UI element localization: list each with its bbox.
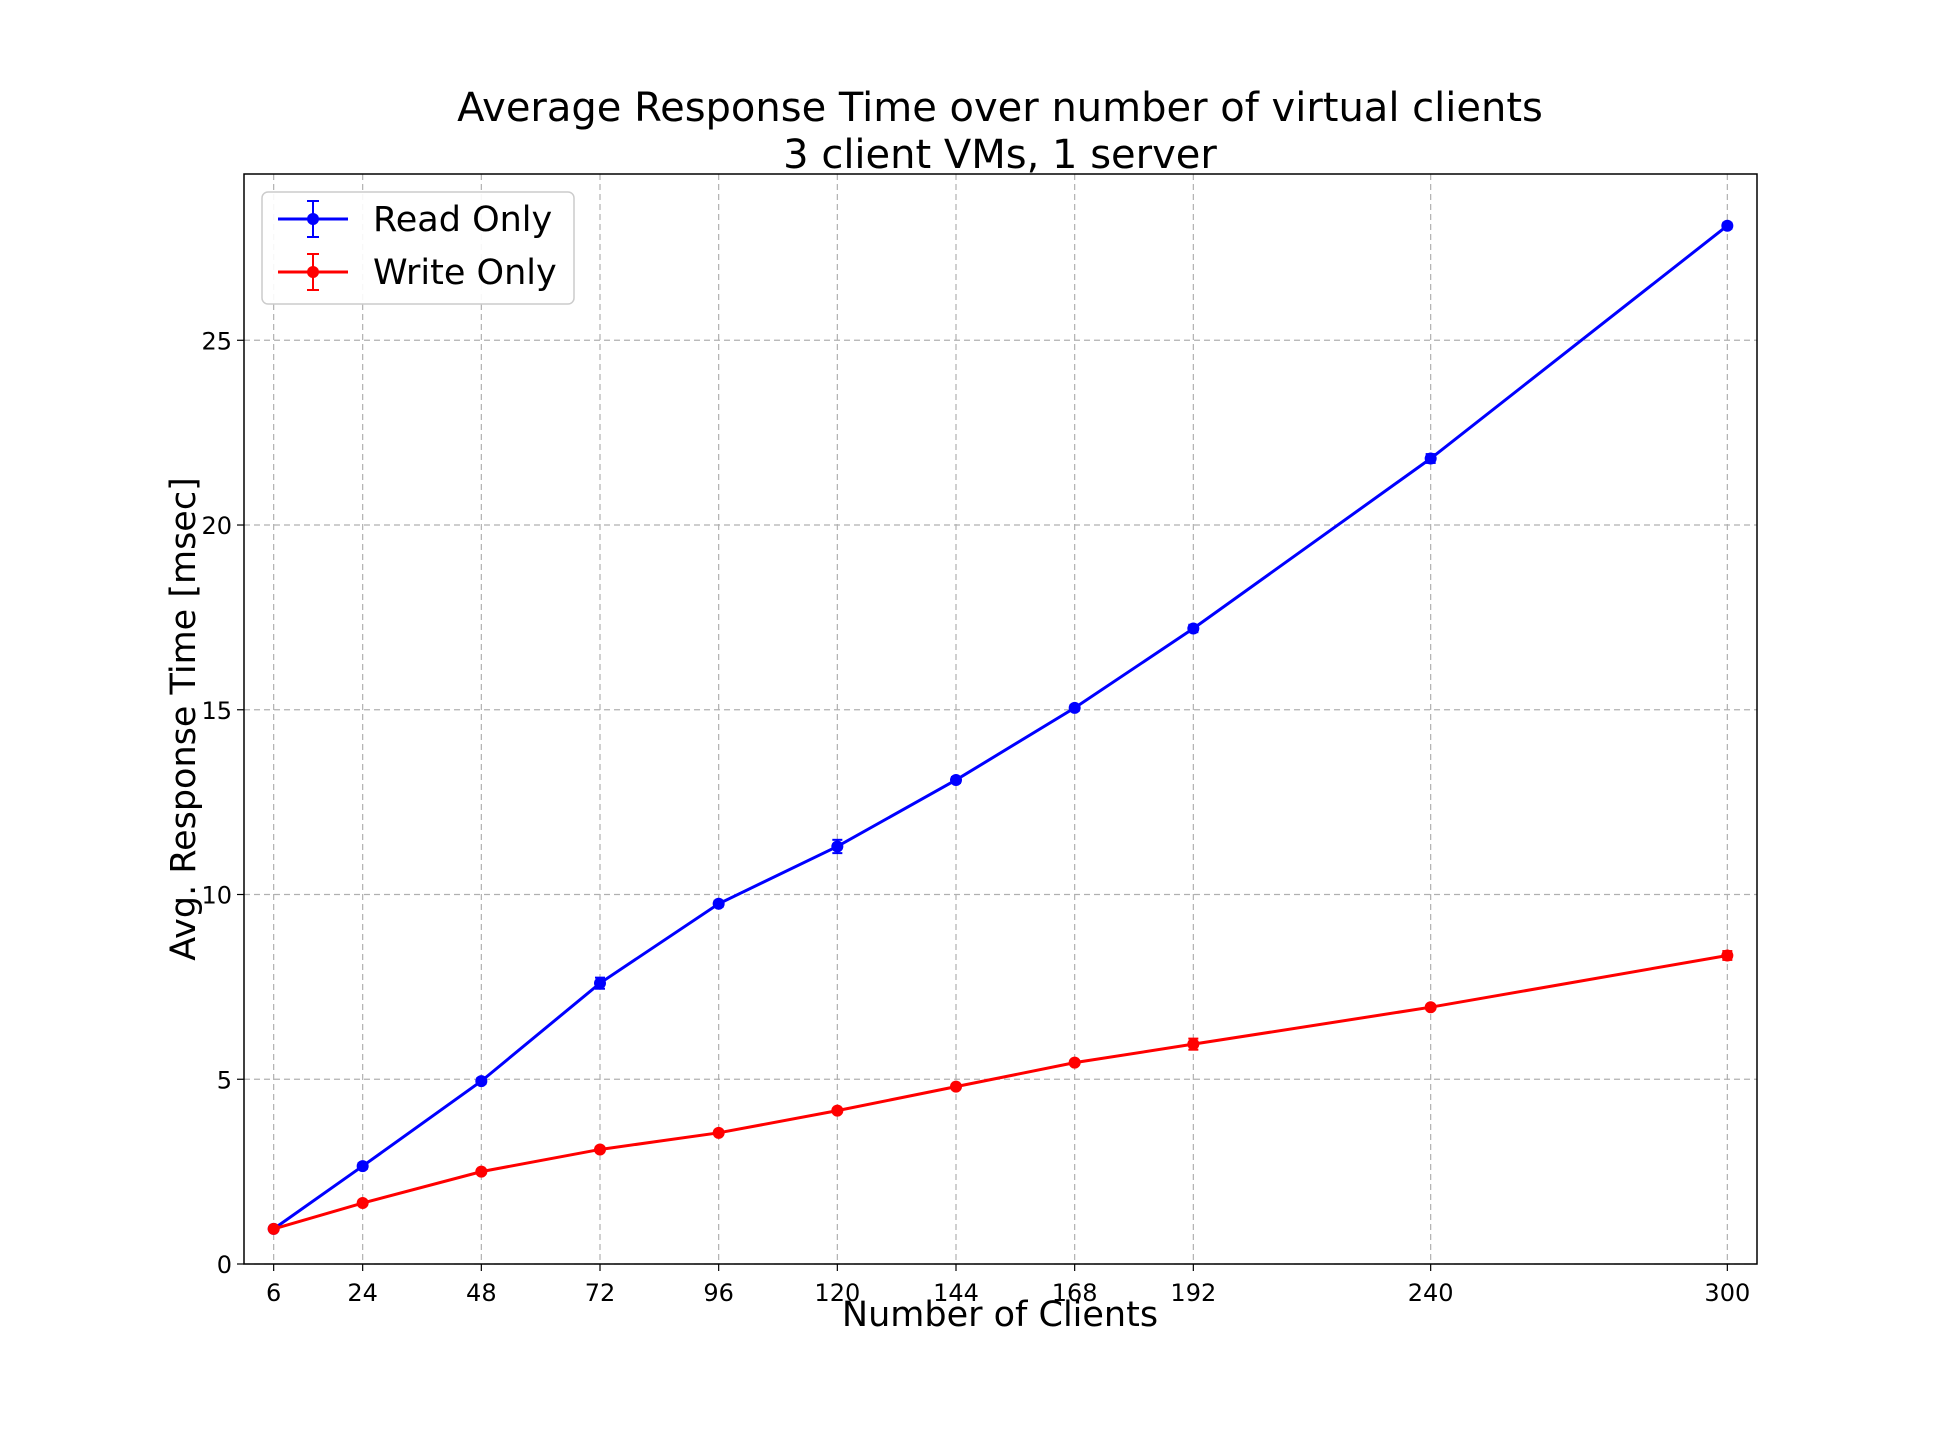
y-tick-label: 0 <box>217 1251 232 1279</box>
x-tick-label: 192 <box>1170 1279 1216 1307</box>
ticks: 6 24 48 72 96 120 144 168 192 240 300 0 5 10 15 20 25 <box>201 327 1750 1307</box>
data-point <box>475 1165 488 1178</box>
data-point <box>831 1104 844 1117</box>
data-point <box>950 1080 962 1093</box>
x-tick-label: 300 <box>1704 1279 1750 1307</box>
data-point <box>1721 949 1734 962</box>
chart-subtitle: 3 client VMs, 1 server <box>783 132 1217 178</box>
series-line-write-only <box>273 953 1728 1231</box>
series-write-only <box>267 949 1734 1235</box>
data-point <box>594 1143 606 1156</box>
data-point <box>594 977 606 990</box>
x-axis-label: Number of Clients <box>842 1295 1158 1335</box>
data-point <box>356 1160 369 1173</box>
grid <box>244 174 1757 1265</box>
data-point <box>475 1075 488 1088</box>
x-tick-label: 24 <box>347 1279 378 1307</box>
legend-label-read-only: Read Only <box>373 200 552 240</box>
data-point <box>712 897 725 910</box>
y-axis-label: Avg. Response Time [msec] <box>164 477 204 961</box>
x-tick-label: 240 <box>1408 1279 1454 1307</box>
data-point <box>1721 219 1734 232</box>
data-point <box>1187 622 1200 635</box>
data-point <box>267 1222 280 1235</box>
y-tick-label: 25 <box>201 327 232 355</box>
data-point <box>1424 452 1437 465</box>
y-tick-label: 20 <box>201 512 232 540</box>
legend-marker <box>307 213 319 225</box>
x-tick-label: 144 <box>933 1279 979 1307</box>
data-point <box>1424 1001 1437 1014</box>
x-tick-label: 48 <box>466 1279 497 1307</box>
legend-marker <box>307 266 319 278</box>
series-read-only <box>267 219 1734 1235</box>
x-tick-label: 96 <box>703 1279 734 1307</box>
series-layer <box>267 219 1734 1235</box>
legend-items <box>278 200 348 291</box>
x-tick-label: 168 <box>1052 1279 1098 1307</box>
data-point <box>950 773 962 786</box>
data-point <box>831 840 844 853</box>
data-point <box>1187 1038 1200 1051</box>
x-tick-label: 6 <box>266 1279 281 1307</box>
data-point <box>1068 1056 1081 1069</box>
y-tick-label: 15 <box>201 697 232 725</box>
x-tick-label: 120 <box>814 1279 860 1307</box>
y-tick-label: 10 <box>201 882 232 910</box>
legend: Read Only Write Only <box>261 191 575 305</box>
x-tick-label: 72 <box>585 1279 616 1307</box>
data-point <box>1068 701 1081 714</box>
data-point <box>712 1126 725 1139</box>
data-point <box>356 1197 369 1210</box>
legend-handle-write-only <box>278 253 348 291</box>
legend-handle-read-only <box>278 200 348 238</box>
chart-title: Average Response Time over number of vir… <box>457 85 1543 131</box>
legend-label-write-only: Write Only <box>373 253 557 293</box>
y-tick-label: 5 <box>217 1066 232 1094</box>
plot-frame <box>243 173 1758 1265</box>
